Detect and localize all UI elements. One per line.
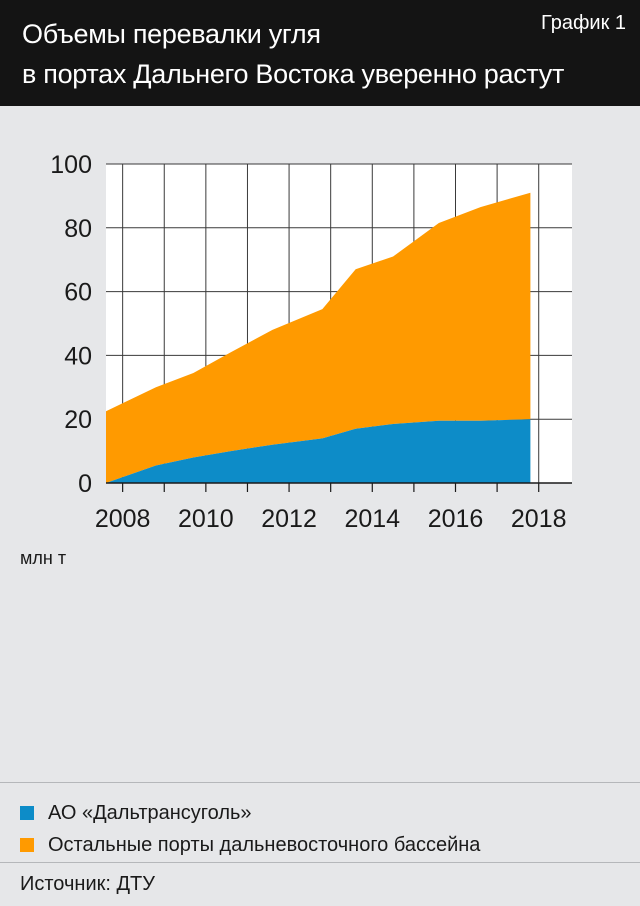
x-tick-label-2016: 2016 — [428, 505, 484, 533]
x-tick-label-2018: 2018 — [511, 505, 567, 533]
legend-swatch-orange — [20, 838, 34, 852]
y-tick-label-0: 0 — [78, 470, 92, 498]
chart-number-badge: График 1 — [540, 12, 626, 34]
y-tick-label-100: 100 — [50, 151, 92, 179]
source-note: Источник: ДТУ — [0, 862, 640, 896]
y-tick-label-20: 20 — [64, 406, 92, 434]
header: Объемы перевалки угля в портах Дальнего … — [0, 0, 640, 106]
y-axis-unit-label: млн т — [20, 548, 67, 568]
legend-item-daltransugol: АО «Дальтрансуголь» — [0, 797, 640, 829]
legend-label-other-ports: Остальные порты дальневосточного бассейн… — [48, 833, 481, 856]
legend: АО «Дальтрансуголь» Остальные порты даль… — [0, 782, 640, 861]
y-tick-label-60: 60 — [64, 279, 92, 307]
y-tick-label-40: 40 — [64, 342, 92, 370]
legend-label-daltransugol: АО «Дальтрансуголь» — [48, 801, 252, 824]
legend-item-other-ports: Остальные порты дальневосточного бассейн… — [0, 829, 640, 861]
chart-title: Объемы перевалки угля в портах Дальнего … — [22, 14, 564, 94]
area-other-ports — [106, 192, 531, 483]
area-chart: 0 20 40 60 80 100 2008 2010 2012 2014 2016 2018 — [50, 151, 572, 533]
legend-swatch-blue — [20, 806, 34, 820]
chart-title-line-2: в портах Дальнего Востока уверенно расту… — [22, 59, 565, 89]
x-tick-label-2014: 2014 — [344, 505, 400, 533]
x-tick-label-2012: 2012 — [261, 505, 317, 533]
chart-title-line-1: Объемы перевалки угля — [22, 19, 321, 49]
x-tick-label-2010: 2010 — [178, 505, 234, 533]
area-daltransugol — [106, 419, 531, 483]
x-tick-label-2008: 2008 — [95, 505, 151, 533]
y-tick-label-80: 80 — [64, 215, 92, 243]
